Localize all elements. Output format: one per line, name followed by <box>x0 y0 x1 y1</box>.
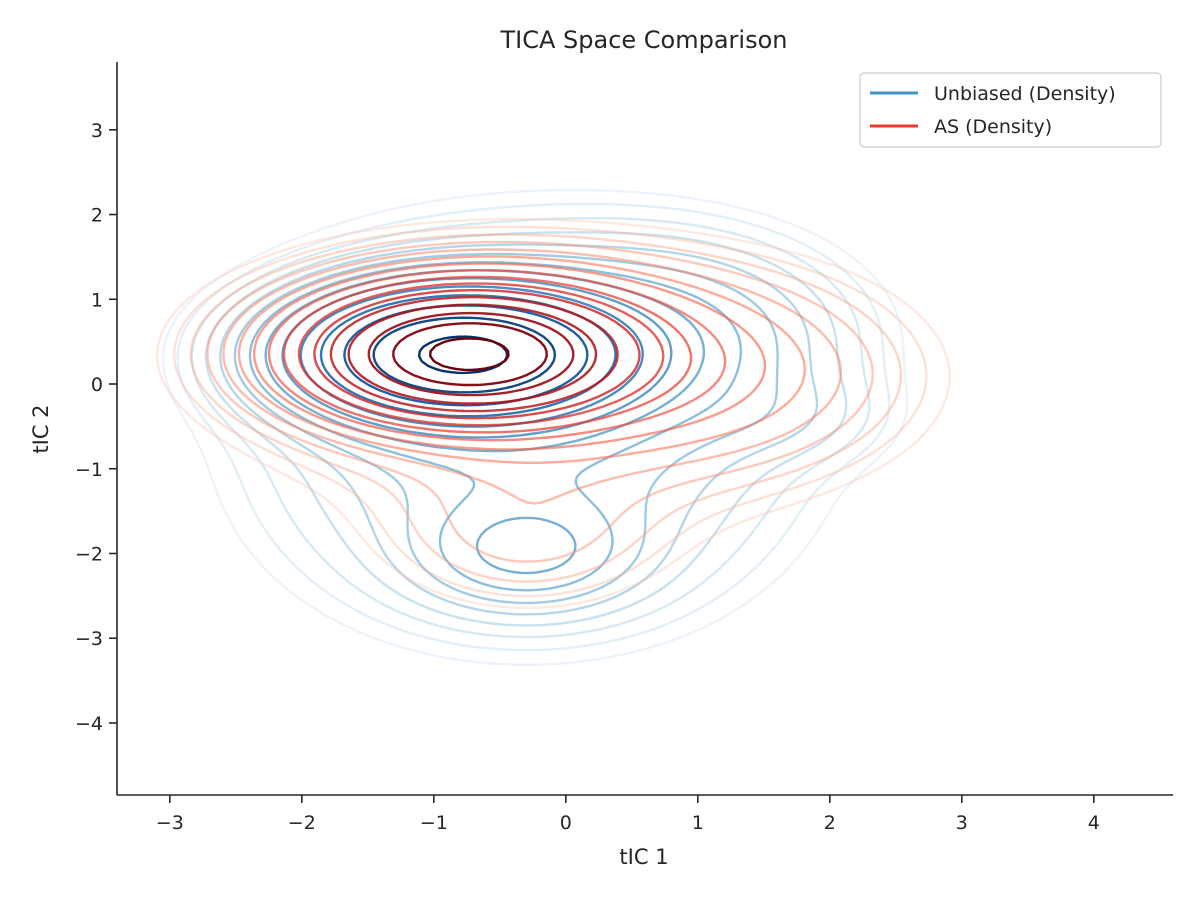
legend: Unbiased (Density) AS (Density) <box>859 72 1162 148</box>
contour-series-2 <box>156 217 951 610</box>
contour-level-2-5 <box>222 248 842 505</box>
contour-level-2-7 <box>253 262 767 451</box>
contour-level-2-12 <box>329 296 619 413</box>
y-tick-label: −4 <box>75 713 103 735</box>
legend-label: AS (Density) <box>934 116 1052 138</box>
y-tick-label: 0 <box>91 374 103 396</box>
legend-box <box>859 72 1162 148</box>
contour-level-2-11 <box>313 289 641 420</box>
contour-level-2-13 <box>347 303 598 405</box>
contour-level-1-4 <box>204 231 848 627</box>
contour-level-1-5 <box>219 243 819 616</box>
x-tick-label: −3 <box>156 812 184 834</box>
x-tick-label: −2 <box>288 812 316 834</box>
contour-series-1 <box>161 188 909 666</box>
contour-level-1-13 <box>372 316 557 394</box>
contour-level-1-1 <box>161 188 909 666</box>
contour-level-2-9 <box>282 275 693 434</box>
axes: −3 −2 −1 0 1 2 3 4 −4 −3 −2 −1 0 1 2 3 <box>75 62 1173 834</box>
y-tick-label: −3 <box>75 628 103 650</box>
x-axis-title: tIC 1 <box>619 845 668 869</box>
contour-level-2-10 <box>297 282 665 427</box>
y-tick-label: 2 <box>91 205 103 227</box>
y-tick-label: 3 <box>91 120 103 142</box>
chart-title: TICA Space Comparison <box>499 26 787 54</box>
contour-level-2-6 <box>237 255 806 464</box>
x-tick-label: 4 <box>1088 812 1100 834</box>
x-tick-label: 3 <box>956 812 968 834</box>
contour-level-2-16 <box>429 337 510 372</box>
plot-area <box>156 188 951 666</box>
contour-level-2-8 <box>267 269 727 442</box>
x-tick-label: −1 <box>420 812 448 834</box>
contour-level-1-7 <box>248 261 742 592</box>
y-tick-label: −1 <box>75 459 103 481</box>
contour-level-1-2 <box>176 202 891 652</box>
contour-level-2-1 <box>156 217 951 610</box>
contour-level-2-2 <box>173 225 928 598</box>
contour-level-1-10 <box>299 285 644 428</box>
y-tick-label: 1 <box>91 289 103 311</box>
x-tick-label: 2 <box>824 812 836 834</box>
x-tick-label: 1 <box>692 812 704 834</box>
y-axis-title: tIC 2 <box>29 404 53 453</box>
contour-level-2-15 <box>392 322 548 387</box>
x-tick-label: 0 <box>560 812 572 834</box>
y-tick-label: −2 <box>75 543 103 565</box>
contour-level-1-3 <box>190 217 871 639</box>
legend-label: Unbiased (Density) <box>934 83 1116 105</box>
contour-level-2-14 <box>367 311 575 397</box>
contour-level-2-3 <box>189 233 903 583</box>
contour-level-2-4 <box>206 240 874 563</box>
